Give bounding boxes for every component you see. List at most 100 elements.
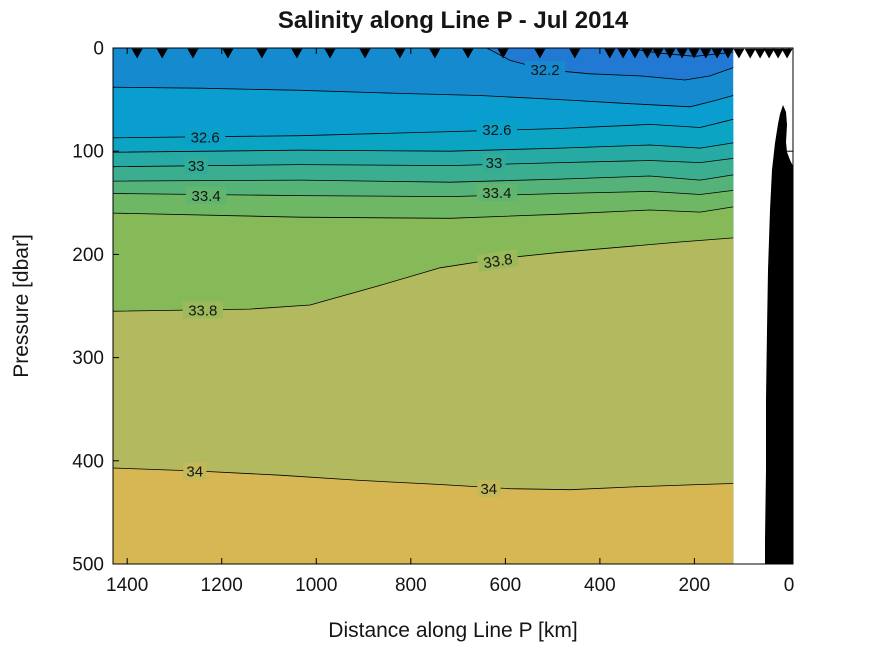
contour-line [112, 206, 734, 219]
station-marker-triangle-icon [156, 48, 168, 59]
station-marker-triangle-icon [187, 48, 199, 59]
station-marker-triangle-icon [617, 48, 629, 59]
x-axis-label: Distance along Line P [km] [328, 619, 577, 642]
station-marker-triangle-icon [359, 48, 371, 59]
y-tick-label: 500 [72, 555, 104, 576]
contour-inline-labels: 32.2 32.6 32.6 33 33 33.4 33.4 33.8 33.8 34 34 [182, 61, 566, 498]
y-tick-label: 200 [72, 245, 104, 266]
station-markers [131, 48, 793, 59]
station-marker-triangle-icon [256, 48, 268, 59]
axes-box [112, 47, 794, 565]
contour-label-text: 33.4 [192, 188, 221, 205]
station-marker-triangle-icon [754, 48, 766, 59]
station-marker-triangle-icon [534, 48, 546, 59]
contour-label: 34 [477, 480, 501, 498]
contour-label-bg [476, 121, 518, 139]
y-tick-label: 400 [72, 451, 104, 472]
contour-label: 33.4 [476, 183, 518, 202]
contour-label: 33 [482, 154, 506, 172]
station-marker-triangle-icon [763, 48, 775, 59]
contour-line [112, 190, 734, 198]
contour-label-text: 34 [480, 481, 497, 498]
bathymetry-layer [765, 105, 793, 564]
contour-label-bg [524, 61, 566, 79]
contour-line [112, 158, 734, 168]
axes-box-and-ticks [112, 47, 794, 565]
x-tick-label: 600 [490, 575, 522, 596]
station-marker-triangle-icon [700, 48, 712, 59]
contour-line [112, 86, 734, 108]
contour-lines [112, 47, 734, 491]
x-tick-label: 800 [395, 575, 427, 596]
contour-label: 33.8 [476, 249, 520, 273]
y-tick-label: 300 [72, 348, 104, 369]
station-marker-triangle-icon [652, 48, 664, 59]
station-marker-triangle-icon [629, 48, 641, 59]
y-tick-label: 100 [72, 142, 104, 163]
contour-label-bg [184, 128, 226, 146]
contour-line [112, 118, 734, 139]
contour-label-bg [185, 187, 227, 205]
station-marker-triangle-icon [733, 48, 745, 59]
station-marker-triangle-icon [772, 48, 784, 59]
station-marker-triangle-icon [324, 48, 336, 59]
contour-label: 32.6 [184, 128, 226, 146]
x-tick-label: 1400 [106, 575, 148, 596]
contour-label-bg [482, 154, 506, 172]
contour-label-text: 33.8 [188, 303, 217, 320]
contour-label-bg [183, 462, 207, 480]
contour-label-bg [182, 301, 224, 319]
station-marker-triangle-icon [641, 48, 653, 59]
station-marker-triangle-icon [604, 48, 616, 59]
station-marker-triangle-icon [722, 48, 734, 59]
tick-labels: 1400 1200 1000 800 600 400 200 0 0 100 200 300 400 50… [72, 39, 794, 597]
x-tick-label: 400 [584, 575, 616, 596]
contour-label-text: 32.2 [530, 62, 559, 79]
station-marker-triangle-icon [394, 48, 406, 59]
station-marker-triangle-icon [569, 48, 581, 59]
x-tick-label: 1200 [201, 575, 243, 596]
contour-band [113, 468, 734, 564]
contour-label-bg [476, 183, 518, 201]
contour-label-text: 33 [486, 155, 503, 172]
y-axis-label: Pressure [dbar] [10, 234, 33, 378]
station-marker-triangle-icon [744, 48, 756, 59]
station-marker-triangle-icon [291, 48, 303, 59]
station-marker-triangle-icon [781, 48, 793, 59]
contour-label: 33 [184, 157, 208, 175]
station-marker-triangle-icon [131, 48, 143, 59]
contour-label: 32.2 [524, 61, 566, 79]
contour-label: 32.6 [476, 121, 518, 139]
station-marker-triangle-icon [664, 48, 676, 59]
chart-title: Salinity along Line P - Jul 2014 [278, 7, 629, 34]
station-marker-triangle-icon [676, 48, 688, 59]
contour-band [486, 48, 734, 80]
contour-label-bg [477, 480, 501, 498]
station-marker-triangle-icon [222, 48, 234, 59]
contour-line [486, 47, 734, 81]
contour-label-text: 32.6 [191, 129, 220, 146]
contour-label-bg [476, 249, 520, 273]
station-marker-triangle-icon [462, 48, 474, 59]
contour-line [112, 467, 734, 491]
x-tick-label: 1000 [295, 575, 337, 596]
x-tick-label: 200 [679, 575, 711, 596]
contour-label-text: 33.4 [482, 185, 511, 202]
contour-fill-bands [113, 48, 734, 564]
y-tick-label: 0 [93, 39, 104, 60]
contour-line [112, 237, 734, 312]
contour-label-bg [184, 157, 208, 175]
contour-label-text: 33 [188, 158, 205, 175]
contour-label: 34 [183, 462, 207, 481]
contour-label: 33.8 [182, 301, 224, 320]
contour-line [112, 174, 734, 183]
contour-label-text: 33.8 [482, 251, 514, 272]
contour-line [112, 142, 734, 153]
contour-label-text: 34 [186, 464, 203, 481]
station-marker-triangle-icon [429, 48, 441, 59]
x-tick-label: 0 [784, 575, 795, 596]
station-marker-triangle-icon [711, 48, 723, 59]
contour-label-text: 32.6 [482, 122, 511, 139]
